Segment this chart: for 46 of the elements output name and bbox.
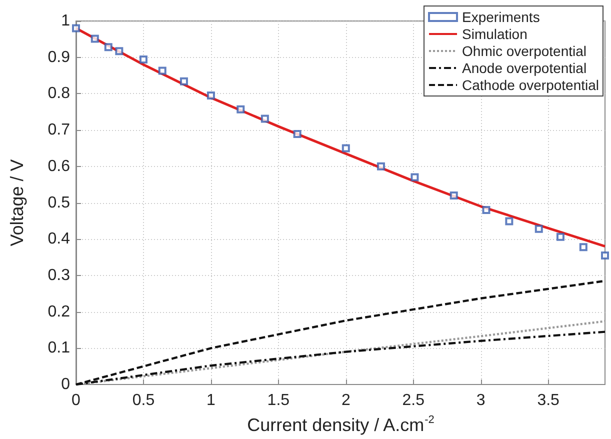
point: [90, 34, 99, 43]
x-tick-label: 1: [206, 392, 216, 409]
y-tick-label: 0.7: [48, 122, 70, 139]
x-tick-label: 0.5: [132, 392, 155, 409]
legend-label: Experiments: [462, 9, 540, 25]
point: [482, 206, 490, 214]
legend-label: Ohmic overpotential: [462, 43, 587, 59]
y-tick-label: 1: [61, 12, 70, 30]
x-tick-label: 1.5: [267, 392, 290, 409]
x-tick-label: 2: [341, 392, 350, 409]
point: [556, 232, 564, 241]
point: [293, 130, 302, 138]
y-tick-label: 0.9: [48, 48, 70, 66]
point: [260, 114, 269, 123]
point: [115, 47, 124, 56]
y-tick-label: 0.4: [48, 230, 70, 248]
legend-label: Anode overpotential: [462, 60, 587, 76]
point: [505, 217, 514, 226]
y-tick-label: 0.6: [48, 158, 70, 175]
point: [206, 92, 215, 100]
x-tick-label: 3: [476, 392, 486, 409]
x-tick-label: 0: [72, 392, 81, 409]
y-tick-label: 0.1: [48, 340, 70, 357]
x-tick-label: 3.5: [537, 392, 560, 409]
y-tick-label: 0.2: [48, 303, 70, 320]
point: [376, 162, 385, 170]
legend-label: Simulation: [462, 26, 528, 42]
point: [450, 191, 458, 200]
point: [104, 43, 112, 52]
point: [601, 251, 609, 260]
point: [158, 66, 166, 75]
y-tick-label: 0.3: [48, 266, 70, 284]
y-tick-label: 0.5: [48, 194, 70, 212]
y-tick-label: 0: [61, 376, 70, 393]
y-tick-label: 0.8: [48, 85, 70, 102]
y-axis-title: Voltage / V: [7, 159, 27, 246]
point: [236, 105, 245, 114]
point: [180, 77, 188, 86]
x-tick-label: 2.5: [402, 392, 425, 409]
point: [342, 144, 350, 152]
point: [534, 224, 543, 233]
point: [72, 24, 80, 32]
legend-label: Cathode overpotential: [462, 77, 600, 93]
point: [579, 243, 588, 252]
point: [139, 56, 148, 64]
point: [410, 173, 419, 182]
